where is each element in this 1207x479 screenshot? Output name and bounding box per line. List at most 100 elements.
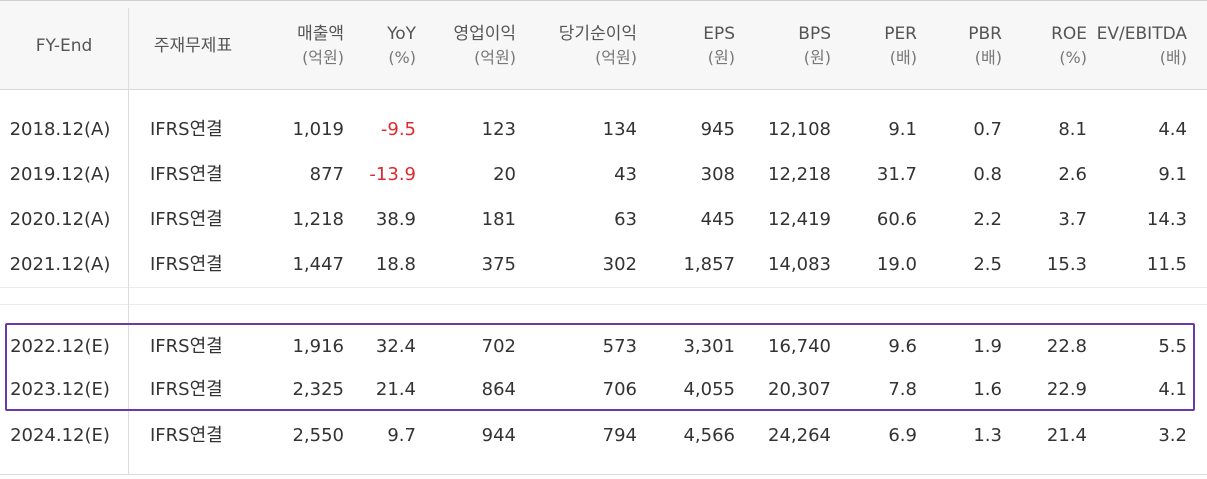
- cell-fy: 2018.12(A): [9, 119, 111, 140]
- cell-net-income: 63: [614, 209, 637, 230]
- cell-per: 9.1: [888, 119, 917, 140]
- cell-operating-income: 864: [481, 379, 516, 400]
- header-operating-income: 영업이익 (억원): [420, 22, 516, 70]
- cell-ev-ebitda: 4.1: [1158, 379, 1187, 400]
- header-roe: ROE (%): [1010, 22, 1087, 70]
- cell-ev-ebitda: 9.1: [1158, 164, 1187, 185]
- cell-bps: 20,307: [768, 379, 831, 400]
- cell-eps: 945: [700, 119, 735, 140]
- cell-net-income: 794: [602, 425, 637, 446]
- table-bottom-border: [0, 474, 1207, 475]
- cell-operating-income: 181: [481, 209, 516, 230]
- cell-per: 60.6: [876, 209, 917, 230]
- cell-type: IFRS연결: [150, 336, 223, 357]
- header-roe-label: ROE: [1051, 24, 1087, 44]
- cell-fy: 2021.12(A): [9, 254, 111, 275]
- cell-pbr: 0.7: [973, 119, 1002, 140]
- cell-roe: 21.4: [1046, 425, 1087, 446]
- cell-pbr: 1.9: [973, 336, 1002, 357]
- cell-operating-income: 123: [481, 119, 516, 140]
- header-ev-ebitda: EV/EBITDA (배): [1095, 22, 1187, 70]
- cell-eps: 3,301: [683, 336, 735, 357]
- cell-operating-income: 944: [481, 425, 516, 446]
- cell-bps: 12,108: [768, 119, 831, 140]
- cell-fy: 2023.12(E): [10, 379, 110, 400]
- cell-sales: 1,218: [292, 209, 344, 230]
- table-header-background: [0, 0, 1207, 90]
- cell-bps: 16,740: [768, 336, 831, 357]
- cell-bps: 24,264: [768, 425, 831, 446]
- cell-eps: 4,566: [683, 425, 735, 446]
- cell-operating-income: 702: [481, 336, 516, 357]
- header-eps-unit: (원): [707, 48, 735, 67]
- column-divider: [128, 8, 129, 474]
- cell-bps: 14,083: [768, 254, 831, 275]
- cell-net-income: 302: [602, 254, 637, 275]
- header-sales: 매출액 (억원): [262, 22, 344, 70]
- cell-ev-ebitda: 3.2: [1158, 425, 1187, 446]
- cell-ev-ebitda: 5.5: [1158, 336, 1187, 357]
- cell-pbr: 2.2: [973, 209, 1002, 230]
- cell-sales: 1,447: [292, 254, 344, 275]
- cell-pbr: 1.6: [973, 379, 1002, 400]
- header-per-label: PER: [884, 24, 917, 44]
- header-roe-unit: (%): [1059, 48, 1087, 67]
- table-row: 2023.12(E) IFRS연결 2,325 21.4 864 706 4,0…: [0, 375, 1207, 405]
- header-net-unit: (억원): [595, 48, 637, 67]
- header-net-label: 당기순이익: [558, 24, 637, 44]
- cell-roe: 3.7: [1058, 209, 1087, 230]
- cell-roe: 22.8: [1046, 336, 1087, 357]
- cell-roe: 22.9: [1046, 379, 1087, 400]
- cell-fy: 2019.12(A): [9, 164, 111, 185]
- table-row: 2018.12(A) IFRS연결 1,019 -9.5 123 134 945…: [0, 115, 1207, 145]
- cell-roe: 2.6: [1058, 164, 1087, 185]
- header-eps: EPS (원): [650, 22, 735, 70]
- cell-sales: 877: [309, 164, 344, 185]
- cell-eps: 1,857: [683, 254, 735, 275]
- cell-sales: 1,019: [292, 119, 344, 140]
- cell-type: IFRS연결: [150, 209, 223, 230]
- cell-ev-ebitda: 11.5: [1146, 254, 1187, 275]
- cell-ev-ebitda: 14.3: [1146, 209, 1187, 230]
- cell-fy: 2024.12(E): [10, 425, 110, 446]
- cell-fy: 2020.12(A): [9, 209, 111, 230]
- cell-type: IFRS연결: [150, 164, 223, 185]
- cell-per: 31.7: [876, 164, 917, 185]
- header-yoy-label: YoY: [387, 24, 416, 44]
- header-eps-label: EPS: [703, 24, 735, 44]
- header-pbr-label: PBR: [968, 24, 1002, 44]
- header-yoy: YoY (%): [350, 22, 416, 70]
- cell-eps: 4,055: [683, 379, 735, 400]
- cell-net-income: 43: [614, 164, 637, 185]
- cell-pbr: 0.8: [973, 164, 1002, 185]
- cell-type: IFRS연결: [150, 425, 223, 446]
- cell-net-income: 573: [602, 336, 637, 357]
- header-yoy-unit: (%): [388, 48, 416, 67]
- cell-yoy: -13.9: [369, 164, 416, 185]
- cell-type: IFRS연결: [150, 119, 223, 140]
- header-pbr-unit: (배): [974, 48, 1002, 67]
- header-per-unit: (배): [889, 48, 917, 67]
- header-ev-unit: (배): [1159, 48, 1187, 67]
- header-op-label: 영업이익: [453, 24, 516, 44]
- cell-roe: 8.1: [1058, 119, 1087, 140]
- cell-fy: 2022.12(E): [10, 336, 110, 357]
- header-pbr: PBR (배): [925, 22, 1002, 70]
- table-row: 2021.12(A) IFRS연결 1,447 18.8 375 302 1,8…: [0, 250, 1207, 280]
- header-net-income: 당기순이익 (억원): [520, 22, 637, 70]
- highlight-box: [5, 323, 1195, 411]
- cell-net-income: 134: [602, 119, 637, 140]
- cell-pbr: 2.5: [973, 254, 1002, 275]
- cell-eps: 445: [700, 209, 735, 230]
- header-bps-label: BPS: [798, 24, 831, 44]
- table-row: 2022.12(E) IFRS연결 1,916 32.4 702 573 3,3…: [0, 332, 1207, 362]
- header-sales-unit: (억원): [302, 48, 344, 67]
- cell-sales: 2,550: [292, 425, 344, 446]
- table-row: 2019.12(A) IFRS연결 877 -13.9 20 43 308 12…: [0, 160, 1207, 190]
- header-per: PER (배): [840, 22, 917, 70]
- cell-operating-income: 20: [493, 164, 516, 185]
- cell-per: 19.0: [876, 254, 917, 275]
- table-row: 2020.12(A) IFRS연결 1,218 38.9 181 63 445 …: [0, 205, 1207, 235]
- cell-sales: 2,325: [292, 379, 344, 400]
